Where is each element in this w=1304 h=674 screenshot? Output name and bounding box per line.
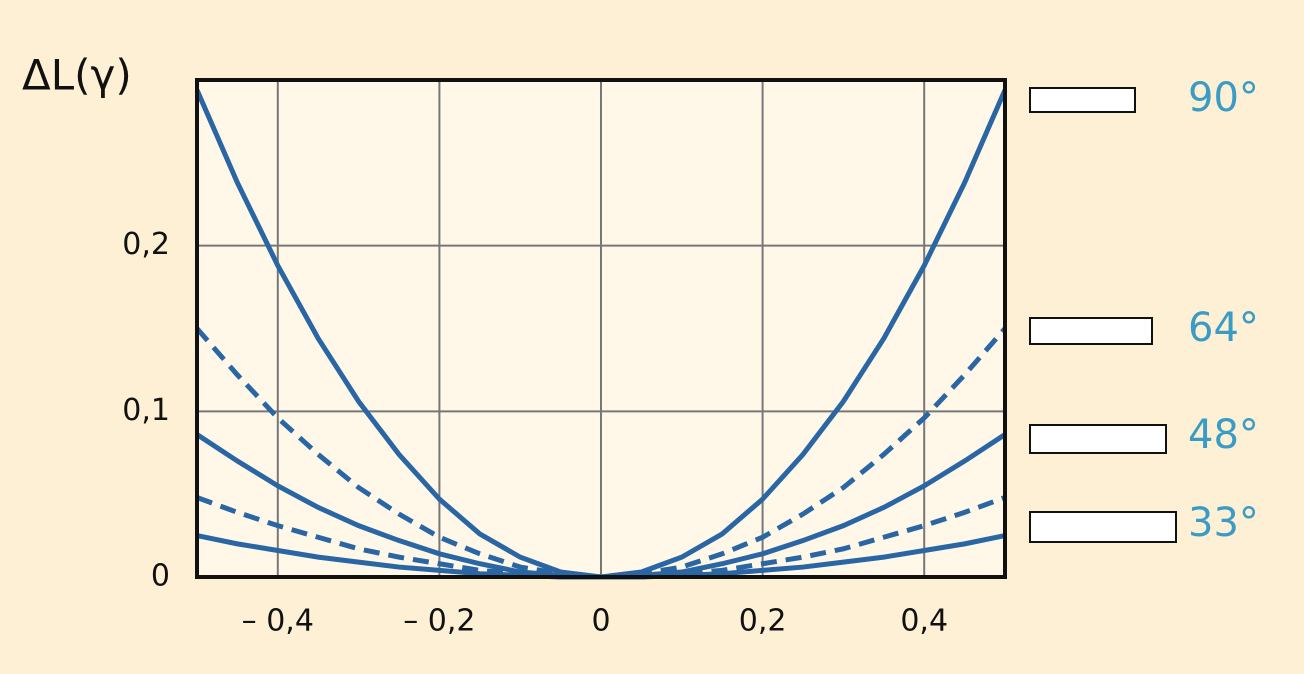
plate-icon — [1029, 424, 1167, 454]
y-tick-label: 0 — [151, 559, 170, 594]
x-tick-label: 0,2 — [739, 604, 787, 639]
x-tick-label: – 0,2 — [403, 604, 475, 639]
y-tick-label: 0,2 — [122, 227, 170, 262]
plates — [1029, 87, 1177, 543]
legend-label: 48° — [1188, 412, 1259, 458]
x-tick-label: – 0,4 — [242, 604, 314, 639]
legend-label: 33° — [1188, 500, 1259, 546]
plate-icon — [1029, 317, 1153, 345]
y-tick-label: 0,1 — [122, 393, 170, 428]
plot-frame — [195, 78, 1007, 579]
legend-label: 90° — [1188, 75, 1259, 121]
legend-label: 64° — [1188, 305, 1259, 351]
plate-icon — [1029, 87, 1136, 113]
plate-icon — [1029, 511, 1177, 543]
y-axis-label: ΔL(γ) — [22, 51, 132, 100]
x-tick-label: 0,4 — [900, 604, 948, 639]
x-tick-label: 0 — [591, 604, 610, 639]
